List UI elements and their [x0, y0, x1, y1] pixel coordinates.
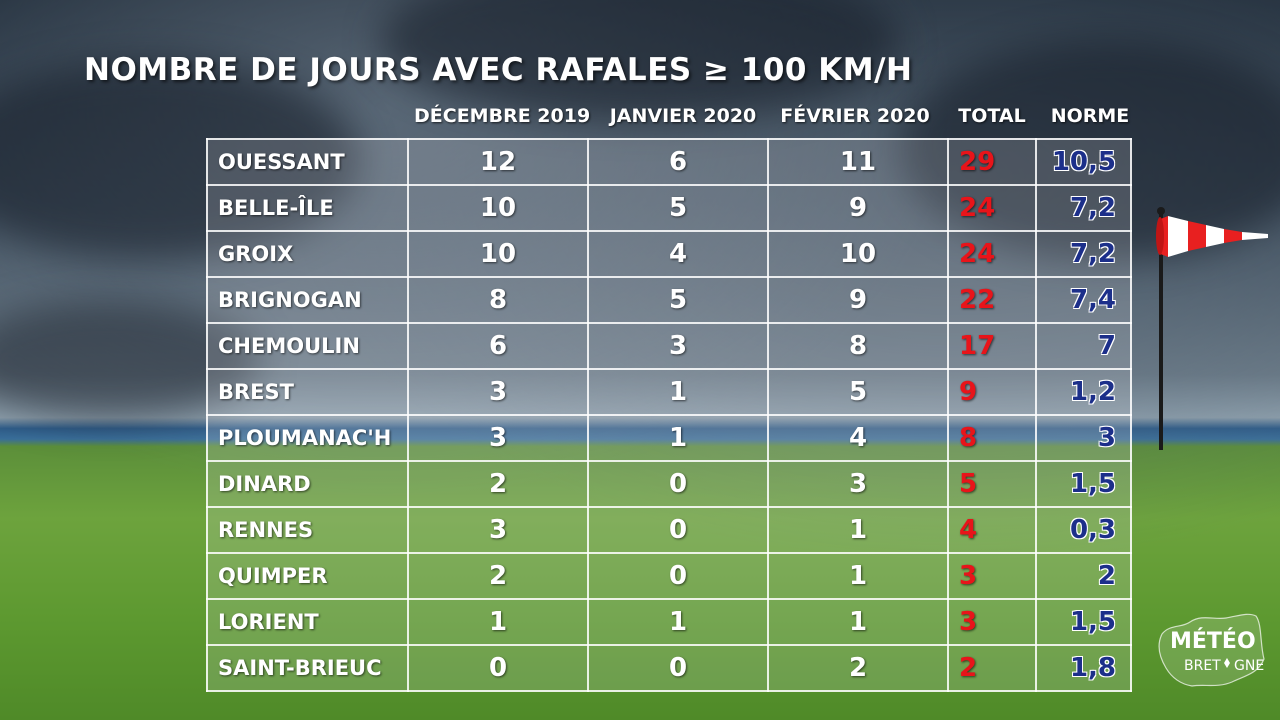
cell-city: QUIMPER [206, 552, 409, 600]
cell-total: 2 [947, 644, 1037, 692]
cell-total: 24 [947, 184, 1037, 232]
cell-fevrier: 9 [767, 276, 949, 324]
cell-fevrier: 8 [767, 322, 949, 370]
page-title: NOMBRE DE JOURS AVEC RAFALES ≥ 100 KM/H [84, 52, 913, 88]
cell-janvier: 1 [587, 414, 769, 462]
column-header-total: TOTAL [958, 105, 1026, 127]
cell-norme: 0,3 [1035, 506, 1132, 554]
cell-norme: 2 [1035, 552, 1132, 600]
cell-total: 3 [947, 552, 1037, 600]
cell-janvier: 5 [587, 184, 769, 232]
logo-line1: MÉTÉO [1170, 628, 1256, 654]
table-row: PLOUMANAC'H 3 1 4 8 3 [206, 414, 1132, 462]
cell-decembre: 3 [407, 506, 589, 554]
column-header-janvier: JANVIER 2020 [609, 105, 757, 127]
cell-norme: 1,5 [1035, 598, 1132, 646]
cell-janvier: 6 [587, 138, 769, 186]
column-header-fevrier: FÉVRIER 2020 [780, 105, 930, 127]
cell-city: BELLE-ÎLE [206, 184, 409, 232]
cell-norme: 7,2 [1035, 184, 1132, 232]
table-row: CHEMOULIN 6 3 8 17 7 [206, 322, 1132, 370]
table-row: BRIGNOGAN 8 5 9 22 7,4 [206, 276, 1132, 324]
cell-total: 29 [947, 138, 1037, 186]
table-row: OUESSANT 12 6 11 29 10,5 [206, 138, 1132, 186]
cell-janvier: 0 [587, 506, 769, 554]
cell-fevrier: 2 [767, 644, 949, 692]
cell-norme: 3 [1035, 414, 1132, 462]
cell-city: GROIX [206, 230, 409, 278]
cell-norme: 1,8 [1035, 644, 1132, 692]
table-row: SAINT-BRIEUC 0 0 2 2 1,8 [206, 644, 1132, 692]
windsock-icon [1156, 207, 1268, 450]
cell-city: CHEMOULIN [206, 322, 409, 370]
cell-janvier: 0 [587, 644, 769, 692]
wind-gusts-table: OUESSANT 12 6 11 29 10,5 BELLE-ÎLE 10 5 9 24 7,2 GRO… [206, 138, 1132, 692]
cell-total: 8 [947, 414, 1037, 462]
table-row: RENNES 3 0 1 4 0,3 [206, 506, 1132, 554]
cell-decembre: 0 [407, 644, 589, 692]
cell-decembre: 12 [407, 138, 589, 186]
cell-janvier: 1 [587, 368, 769, 416]
cell-janvier: 3 [587, 322, 769, 370]
cell-decembre: 10 [407, 184, 589, 232]
cell-norme: 7,4 [1035, 276, 1132, 324]
cell-city: LORIENT [206, 598, 409, 646]
cell-decembre: 3 [407, 414, 589, 462]
cell-decembre: 1 [407, 598, 589, 646]
cell-norme: 1,2 [1035, 368, 1132, 416]
cell-city: OUESSANT [206, 138, 409, 186]
cell-city: RENNES [206, 506, 409, 554]
cell-total: 9 [947, 368, 1037, 416]
cell-city: DINARD [206, 460, 409, 508]
cell-decembre: 6 [407, 322, 589, 370]
cell-total: 4 [947, 506, 1037, 554]
cell-fevrier: 9 [767, 184, 949, 232]
cell-total: 17 [947, 322, 1037, 370]
cell-total: 24 [947, 230, 1037, 278]
logo-line2b: GNE [1234, 658, 1264, 674]
cell-decembre: 3 [407, 368, 589, 416]
table-row: QUIMPER 2 0 1 3 2 [206, 552, 1132, 600]
table-row: DINARD 2 0 3 5 1,5 [206, 460, 1132, 508]
cell-decembre: 10 [407, 230, 589, 278]
cell-fevrier: 4 [767, 414, 949, 462]
table-row: GROIX 10 4 10 24 7,2 [206, 230, 1132, 278]
column-header-decembre: DÉCEMBRE 2019 [414, 105, 591, 127]
cell-janvier: 5 [587, 276, 769, 324]
cell-norme: 7 [1035, 322, 1132, 370]
table-row: BREST 3 1 5 9 1,2 [206, 368, 1132, 416]
cell-norme: 7,2 [1035, 230, 1132, 278]
cell-decembre: 8 [407, 276, 589, 324]
cell-fevrier: 10 [767, 230, 949, 278]
ermine-icon [1224, 658, 1230, 668]
cell-fevrier: 1 [767, 598, 949, 646]
table-row: LORIENT 1 1 1 3 1,5 [206, 598, 1132, 646]
meteo-bretagne-logo: MÉTÉO BRET GNE [1158, 613, 1265, 687]
cell-fevrier: 1 [767, 506, 949, 554]
cell-city: BREST [206, 368, 409, 416]
cell-decembre: 2 [407, 552, 589, 600]
table-row: BELLE-ÎLE 10 5 9 24 7,2 [206, 184, 1132, 232]
cell-city: SAINT-BRIEUC [206, 644, 409, 692]
column-header-norme: NORME [1050, 105, 1130, 127]
cell-janvier: 0 [587, 460, 769, 508]
cell-norme: 10,5 [1035, 138, 1132, 186]
cell-janvier: 0 [587, 552, 769, 600]
cell-total: 3 [947, 598, 1037, 646]
cell-fevrier: 3 [767, 460, 949, 508]
cell-decembre: 2 [407, 460, 589, 508]
cell-fevrier: 11 [767, 138, 949, 186]
cell-total: 5 [947, 460, 1037, 508]
cell-city: PLOUMANAC'H [206, 414, 409, 462]
cell-total: 22 [947, 276, 1037, 324]
cell-norme: 1,5 [1035, 460, 1132, 508]
cell-janvier: 4 [587, 230, 769, 278]
cell-fevrier: 1 [767, 552, 949, 600]
cell-city: BRIGNOGAN [206, 276, 409, 324]
logo-line2a: BRET [1184, 658, 1221, 674]
cell-janvier: 1 [587, 598, 769, 646]
cell-fevrier: 5 [767, 368, 949, 416]
